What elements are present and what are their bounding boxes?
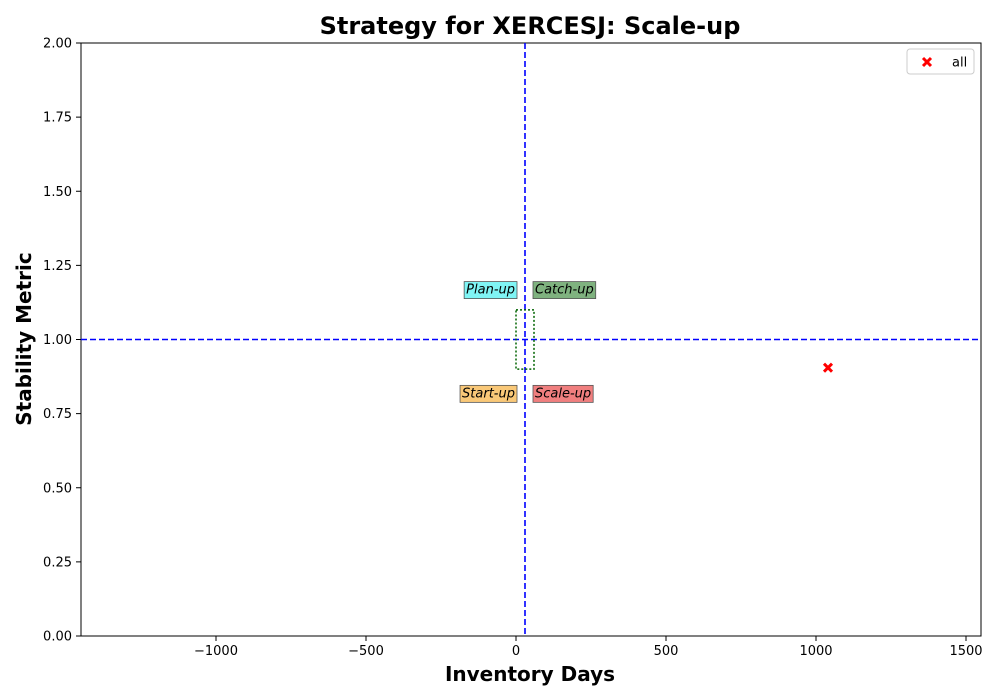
quadrant-label-text: Scale-up xyxy=(535,386,591,401)
quadrant-label-start-up: Start-up xyxy=(459,384,518,403)
x-tick-label: −500 xyxy=(348,644,384,659)
x-tick-label: 0 xyxy=(512,644,520,659)
x-tick-label: −1000 xyxy=(194,644,238,659)
quadrant-label-plan-up: Plan-up xyxy=(463,281,518,299)
quadrant-label-scale-up: Scale-up xyxy=(532,384,594,403)
y-tick-label: 0.50 xyxy=(43,481,72,496)
y-tick-label: 0.75 xyxy=(43,407,72,422)
x-tick-label: 500 xyxy=(654,644,679,659)
quadrant-label-box xyxy=(463,281,518,299)
y-tick-label: 0.00 xyxy=(43,630,72,645)
quadrant-label-text: Plan-up xyxy=(466,283,515,298)
quadrant-label-catch-up: Catch-up xyxy=(532,281,597,299)
quadrant-label-text: Start-up xyxy=(462,386,515,401)
legend-marker xyxy=(921,56,933,68)
chart-title: Strategy for XERCESJ: Scale-up xyxy=(320,12,741,40)
y-axis-label: Stability Metric xyxy=(12,252,36,426)
legend-label: all xyxy=(952,56,967,71)
data-point xyxy=(822,362,834,373)
x-tick-label: 1500 xyxy=(949,644,982,659)
quadrant-label-text: Catch-up xyxy=(535,283,594,298)
x-axis-label: Inventory Days xyxy=(445,662,615,686)
legend-frame xyxy=(906,48,975,75)
center-box xyxy=(515,309,535,370)
y-tick-label: 1.25 xyxy=(43,259,72,274)
quadrant-label-box xyxy=(532,281,597,299)
quadrant-label-box xyxy=(532,384,594,403)
y-tick-label: 1.50 xyxy=(43,185,72,200)
quadrant-label-box xyxy=(459,384,518,403)
y-tick-label: 1.75 xyxy=(43,111,72,126)
y-tick-label: 0.25 xyxy=(43,555,72,570)
y-tick-label: 2.00 xyxy=(43,37,72,52)
legend: all xyxy=(906,48,975,75)
y-tick-label: 1.00 xyxy=(43,333,72,348)
x-tick-label: 1000 xyxy=(799,644,832,659)
